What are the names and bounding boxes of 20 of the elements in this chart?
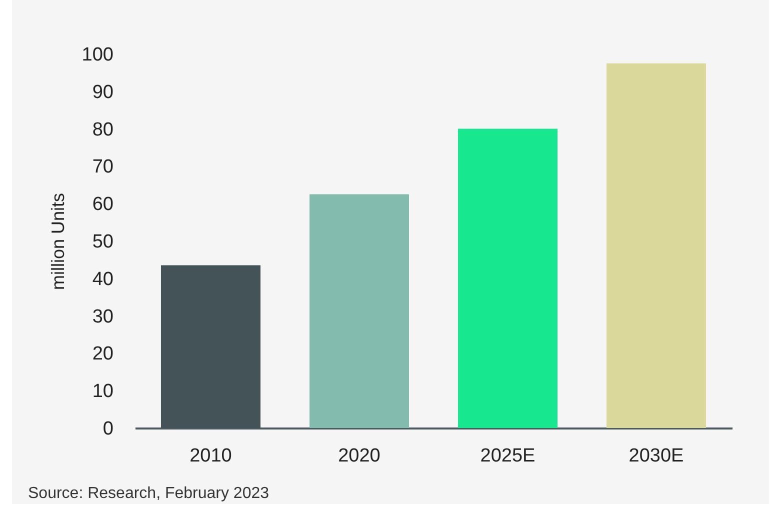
y-tick-label: 100 (82, 44, 114, 66)
y-tick-label: 80 (92, 119, 114, 140)
x-tick-label: 2030E (628, 446, 684, 466)
y-tick-label: 90 (92, 82, 114, 103)
bar (458, 128, 558, 428)
y-tick-label: 60 (92, 194, 114, 216)
y-tick-label: 50 (92, 232, 114, 252)
y-tick-label: 0 (102, 418, 114, 440)
source-note: Source: Research, February 2023 (28, 485, 270, 502)
y-tick-label: 70 (92, 156, 114, 178)
x-tick-label: 2025E (480, 446, 536, 466)
y-tick-label: 30 (92, 306, 114, 328)
x-tick-label: 2010 (190, 446, 232, 466)
y-tick-label: 10 (92, 381, 114, 402)
y-tick-label: 40 (92, 268, 114, 290)
x-tick-label: 2020 (338, 446, 380, 466)
y-tick-label: 20 (92, 344, 114, 365)
bar (606, 63, 706, 428)
bar (309, 194, 409, 428)
y-axis-title: million Units (48, 192, 68, 290)
